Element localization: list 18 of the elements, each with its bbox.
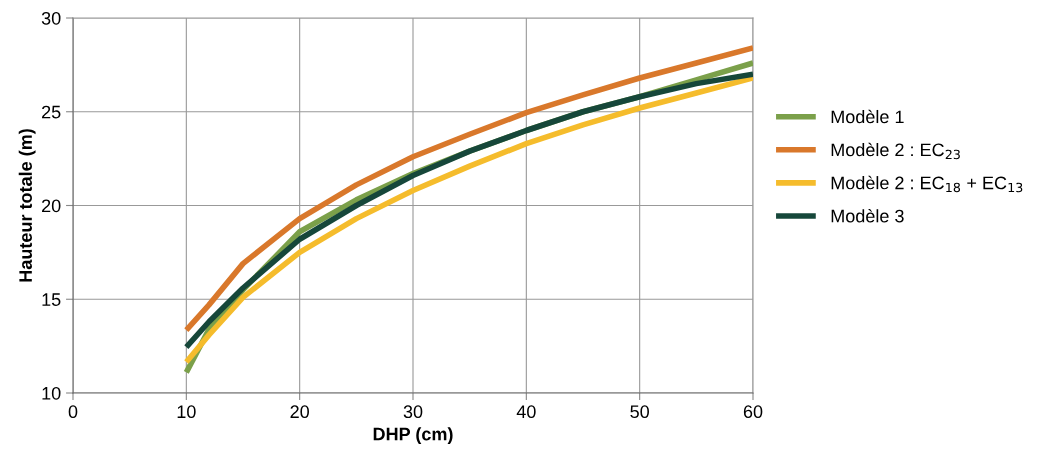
x-tick-label: 60 xyxy=(743,405,763,419)
y-tick-label: 15 xyxy=(42,293,61,306)
y-axis-title: Hauteur totale (m) xyxy=(18,129,36,282)
x-tick-label: 20 xyxy=(290,405,309,419)
y-tick-label: 30 xyxy=(41,11,61,25)
legend-label: Modèle 1 xyxy=(831,109,904,124)
y-tick-label: 25 xyxy=(42,105,61,119)
x-axis-title: DHP (cm) xyxy=(373,427,453,445)
x-tick-label: 0 xyxy=(68,405,78,419)
legend-label: Modèle 2 : EC$_{23}$ xyxy=(831,142,960,160)
legend-label: Modèle 2 : EC$_{18}$ + EC$_{13}$ xyxy=(831,175,1023,193)
x-tick-label: 50 xyxy=(630,405,649,419)
x-tick-label: 10 xyxy=(177,405,196,419)
x-tick-label: 30 xyxy=(403,405,423,419)
y-tick-label: 20 xyxy=(42,199,61,213)
x-tick-label: 40 xyxy=(516,405,536,419)
legend-label: Modèle 3 xyxy=(831,208,904,223)
y-tick-label: 10 xyxy=(42,386,61,400)
